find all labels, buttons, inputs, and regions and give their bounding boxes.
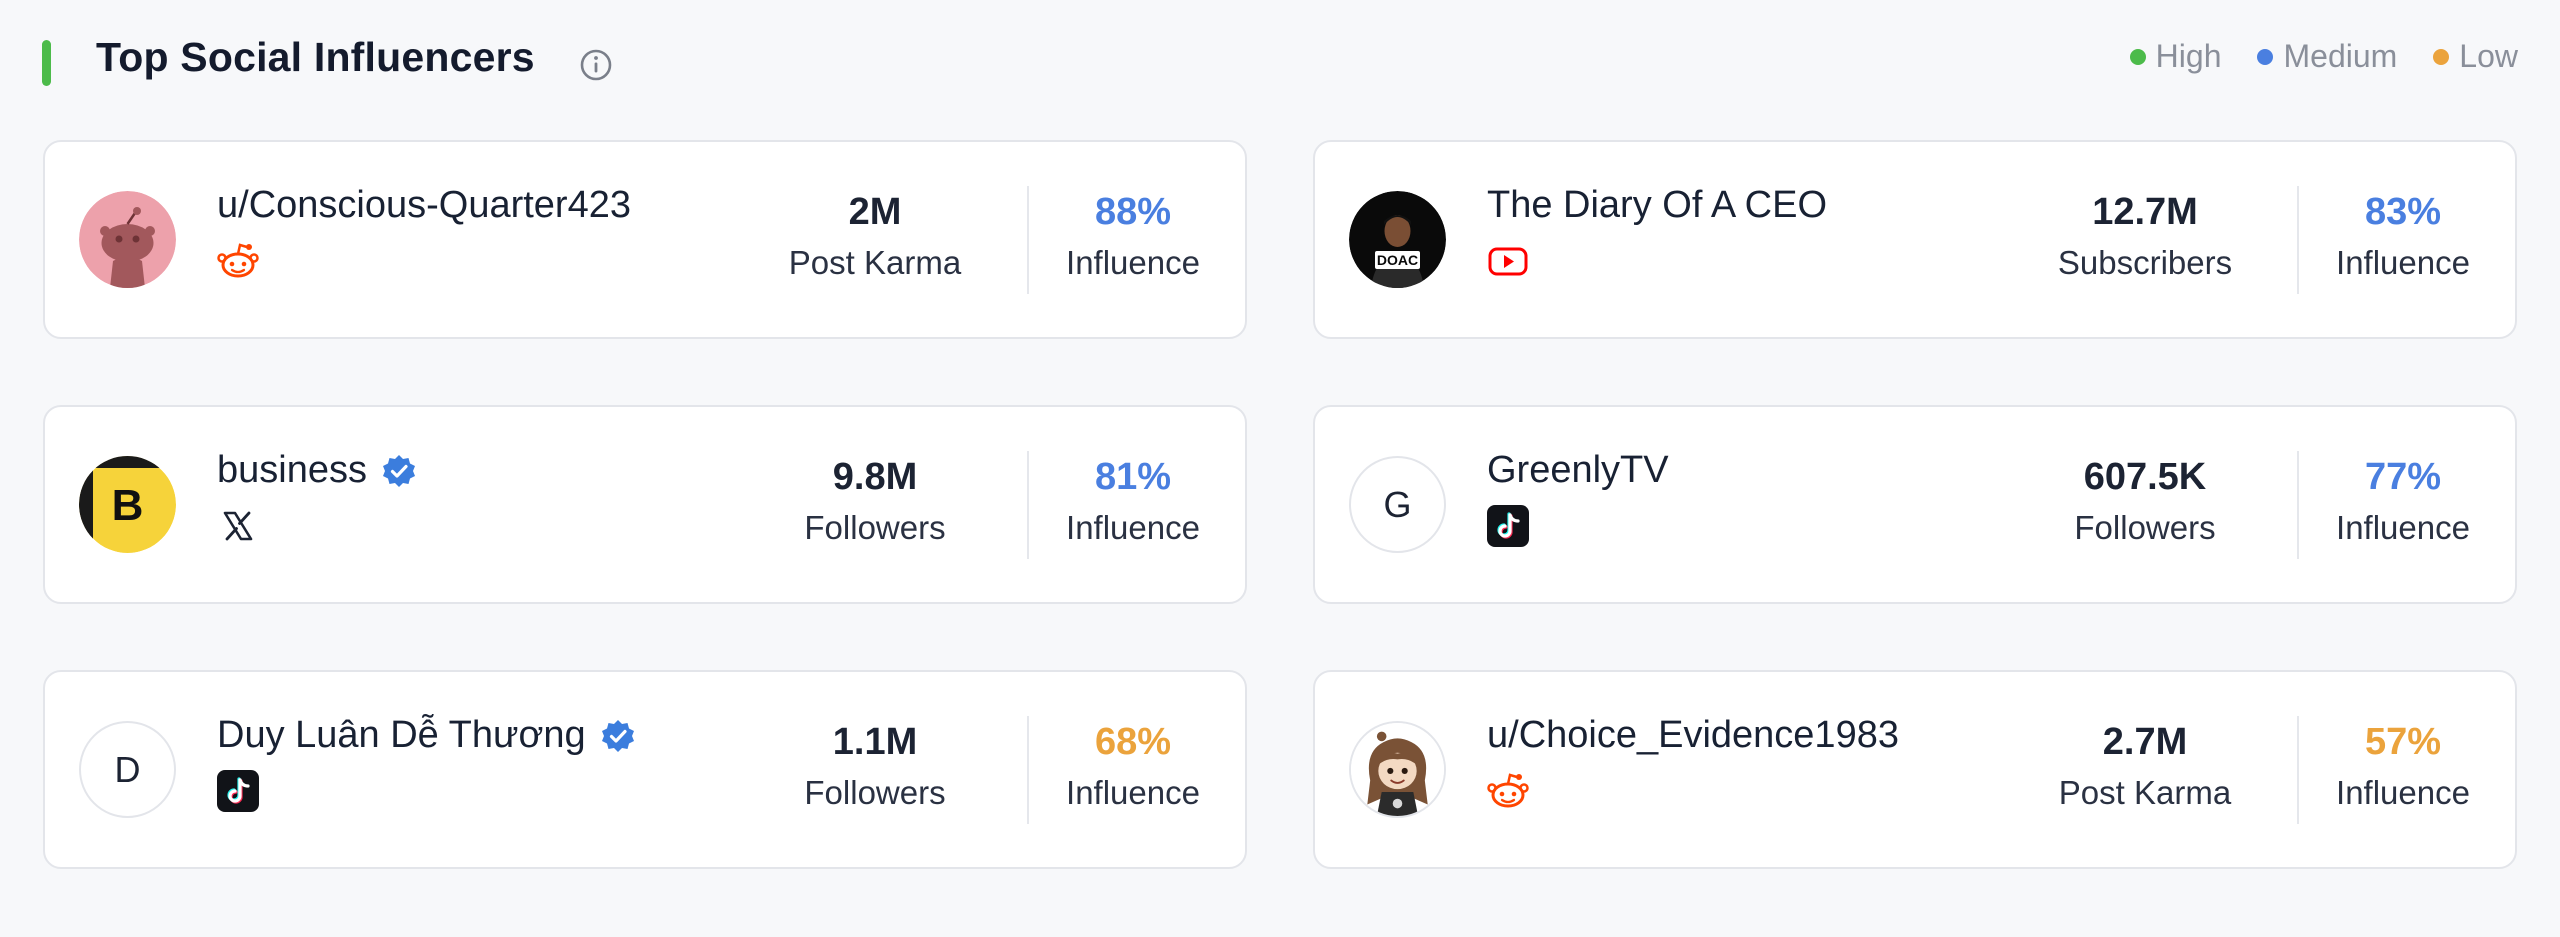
stat-value: 9.8M <box>832 456 918 498</box>
influencer-name[interactable]: business <box>217 449 367 491</box>
stat-value: 12.7M <box>2092 191 2198 233</box>
name-row: business <box>217 449 417 492</box>
tiktok-icon <box>217 770 259 812</box>
influencer-name[interactable]: Duy Luân Dễ Thương <box>217 714 586 756</box>
influence-label: Influence <box>2336 774 2470 811</box>
influence-value: 68% <box>1094 721 1172 763</box>
stat-block: 2.7M Post Karma <box>2035 716 2255 818</box>
reddit-icon <box>1487 770 1529 812</box>
letter-avatar: G <box>1349 456 1446 553</box>
stat-value: 2.7M <box>2102 721 2188 763</box>
divider <box>2297 451 2299 559</box>
stat-label: Post Karma <box>788 244 962 281</box>
legend-label-medium: Medium <box>2283 38 2398 74</box>
divider <box>1027 186 1029 294</box>
legend-dot-medium <box>2257 48 2274 65</box>
influence-legend: High Medium Low <box>2129 38 2518 75</box>
influencer-name[interactable]: The Diary Of A CEO <box>1487 184 1827 226</box>
avatar-text: B <box>112 481 144 530</box>
business-logo-avatar: B <box>79 456 176 553</box>
accent-bar <box>42 40 51 86</box>
avatar-text: DOAC <box>1377 252 1418 268</box>
influence-label: Influence <box>1066 509 1200 546</box>
influence-label: Influence <box>1066 244 1200 281</box>
verified-badge-icon <box>601 719 634 752</box>
influencer-name[interactable]: u/Choice_Evidence1983 <box>1487 714 1899 756</box>
stat-label: Followers <box>2074 509 2216 546</box>
stat-label: Subscribers <box>2057 244 2233 281</box>
name-row: u/Choice_Evidence1983 <box>1487 714 1899 757</box>
influence-block: 57% Influence <box>2323 716 2483 818</box>
section-header: Top Social Influencers High Medium Low <box>0 0 2560 130</box>
section-title: Top Social Influencers <box>96 34 535 80</box>
divider <box>1027 716 1029 824</box>
divider <box>2297 186 2299 294</box>
cartoon-character-avatar <box>1349 721 1446 818</box>
influencer-name[interactable]: GreenlyTV <box>1487 449 1669 491</box>
influence-value: 57% <box>2364 721 2442 763</box>
divider <box>2297 716 2299 824</box>
influencer-card[interactable]: D Duy Luân Dễ Thương 1.1M Followers 68% … <box>43 670 1247 869</box>
stat-label: Post Karma <box>2058 774 2232 811</box>
name-row: Duy Luân Dễ Thương <box>217 714 636 757</box>
influencer-card[interactable]: B business 9.8M Followers 81% Influence <box>43 405 1247 604</box>
influence-value: 83% <box>2364 191 2442 233</box>
influencer-name[interactable]: u/Conscious-Quarter423 <box>217 184 631 226</box>
youtube-icon <box>1487 240 1529 282</box>
influence-value: 77% <box>2364 456 2442 498</box>
influence-value: 81% <box>1094 456 1172 498</box>
stat-label: Followers <box>804 774 946 811</box>
influencer-card[interactable]: u/Conscious-Quarter423 2M Post Karma 88%… <box>43 140 1247 339</box>
stat-block: 607.5K Followers <box>2035 451 2255 553</box>
influence-label: Influence <box>2336 244 2470 281</box>
influence-label: Influence <box>2336 509 2470 546</box>
influence-block: 83% Influence <box>2323 186 2483 288</box>
x-icon <box>217 505 259 547</box>
tiktok-icon <box>1487 505 1529 547</box>
influence-block: 81% Influence <box>1053 451 1213 553</box>
divider <box>1027 451 1029 559</box>
legend-item-medium: Medium <box>2257 38 2397 75</box>
stat-label: Followers <box>804 509 946 546</box>
stat-block: 1.1M Followers <box>765 716 985 818</box>
influencer-card[interactable]: G GreenlyTV 607.5K Followers 77% Influen… <box>1313 405 2517 604</box>
legend-item-low: Low <box>2433 38 2518 75</box>
stat-block: 12.7M Subscribers <box>2035 186 2255 288</box>
influencer-card[interactable]: u/Choice_Evidence1983 2.7M Post Karma 57… <box>1313 670 2517 869</box>
stat-block: 2M Post Karma <box>765 186 985 288</box>
stat-value: 1.1M <box>832 721 918 763</box>
influence-block: 88% Influence <box>1053 186 1213 288</box>
letter-avatar: D <box>79 721 176 818</box>
doac-logo-avatar: DOAC <box>1349 191 1446 288</box>
name-row: u/Conscious-Quarter423 <box>217 184 631 227</box>
stat-value: 2M <box>848 191 902 233</box>
name-row: GreenlyTV <box>1487 449 1669 492</box>
influence-label: Influence <box>1066 774 1200 811</box>
info-icon[interactable] <box>578 47 614 83</box>
name-row: The Diary Of A CEO <box>1487 184 1827 227</box>
legend-dot-low <box>2433 48 2450 65</box>
influence-block: 68% Influence <box>1053 716 1213 818</box>
stat-block: 9.8M Followers <box>765 451 985 553</box>
influence-block: 77% Influence <box>2323 451 2483 553</box>
verified-badge-icon <box>382 454 415 487</box>
legend-dot-high <box>2129 48 2146 65</box>
influencer-card[interactable]: DOAC The Diary Of A CEO 12.7M Subscriber… <box>1313 140 2517 339</box>
reddit-icon <box>217 240 259 282</box>
stat-value: 607.5K <box>2083 456 2207 498</box>
reddit-avatar-icon <box>79 191 176 288</box>
legend-label-high: High <box>2155 38 2222 74</box>
legend-label-low: Low <box>2459 38 2518 74</box>
influence-value: 88% <box>1094 191 1172 233</box>
legend-item-high: High <box>2129 38 2222 75</box>
